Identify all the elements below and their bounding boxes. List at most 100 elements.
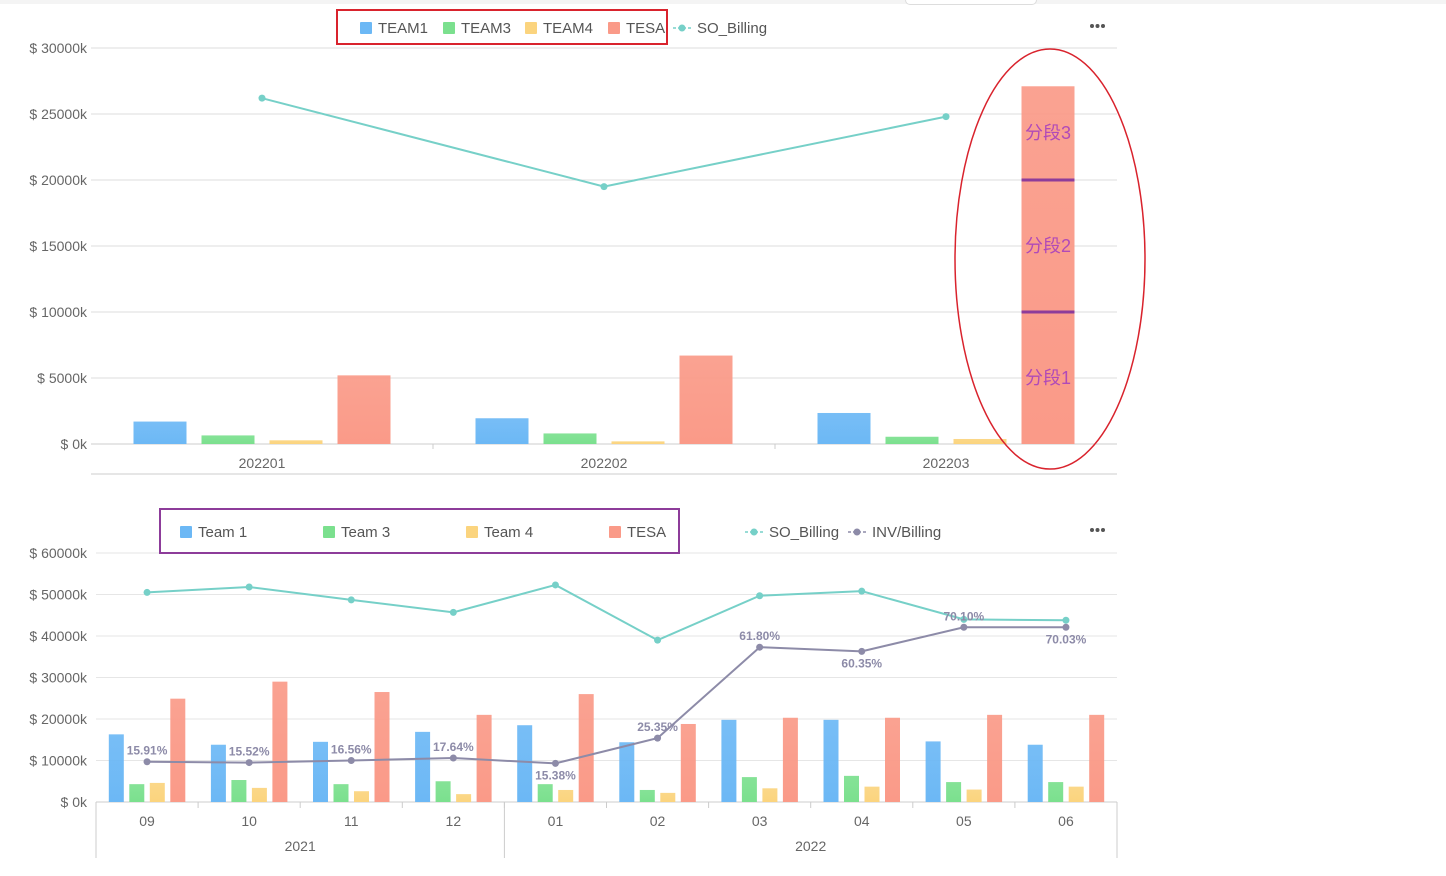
c2-bar-tesa-05[interactable] <box>987 714 1003 802</box>
c2-point-inv-billing-11[interactable] <box>347 757 355 764</box>
c2-point-so-billing-04[interactable] <box>858 587 866 595</box>
c2-bar-team3-01[interactable] <box>537 784 553 802</box>
c2-point-inv-billing-01[interactable] <box>551 759 559 767</box>
c2-bar-tesa-09[interactable] <box>170 698 186 802</box>
c2-bar-tesa-11[interactable] <box>374 692 390 802</box>
c1-bar-tesa-202202[interactable] <box>679 355 733 444</box>
c2-x-tick-label: 10 <box>241 813 257 829</box>
c1-legend-so-billing-swatch-dot[interactable] <box>678 24 686 32</box>
c1-bar-team4-202201[interactable] <box>269 440 323 444</box>
c1-point-so-billing-202201[interactable] <box>258 94 266 102</box>
c2-point-so-billing-02[interactable] <box>654 636 662 644</box>
c1-legend-team4-swatch[interactable] <box>525 22 537 34</box>
c2-bar-team3-10[interactable] <box>231 780 247 802</box>
c2-bar-tesa-01[interactable] <box>578 694 594 802</box>
c2-bar-team1-09[interactable] <box>108 734 124 802</box>
c2-bar-team3-04[interactable] <box>844 775 859 802</box>
c2-bar-team1-11[interactable] <box>313 741 328 802</box>
c2-bar-team4-06[interactable] <box>1068 786 1084 802</box>
c2-bar-team3-03[interactable] <box>741 777 757 802</box>
c2-bar-team3-09[interactable] <box>129 784 145 802</box>
c2-point-inv-billing-03[interactable] <box>756 643 764 651</box>
c2-bar-team1-04[interactable] <box>823 719 839 802</box>
c2-line-so-billing <box>146 583 1066 642</box>
c2-point-inv-billing-12[interactable] <box>449 754 457 762</box>
c2-point-so-billing-11[interactable] <box>347 596 355 604</box>
c2-point-so-billing-01[interactable] <box>551 581 559 589</box>
c2-point-so-billing-06[interactable] <box>1062 616 1070 624</box>
c2-bar-team4-01[interactable] <box>558 789 574 802</box>
c2-legend-so-billing-swatch-dot[interactable] <box>750 528 758 536</box>
c1-bar-team1-202203[interactable] <box>817 412 871 444</box>
c2-bar-team3-11[interactable] <box>333 784 349 802</box>
c2-bar-team3-02[interactable] <box>639 789 655 802</box>
c2-bar-team4-02[interactable] <box>660 792 676 802</box>
c2-bar-team4-05[interactable] <box>966 789 982 802</box>
c2-bar-team4-09[interactable] <box>149 782 165 802</box>
c2-y-tick-label: $ 0k <box>61 794 88 810</box>
c2-point-so-billing-10[interactable] <box>245 583 253 591</box>
c2-point-inv-billing-05[interactable] <box>960 623 968 631</box>
c2-bar-team1-01[interactable] <box>517 725 533 802</box>
c2-data-label-inv-billing: 15.38% <box>535 768 576 782</box>
c2-bar-tesa-03[interactable] <box>782 717 798 802</box>
c2-bar-team1-06[interactable] <box>1027 744 1043 802</box>
c2-more-dots-icon[interactable] <box>1095 528 1100 532</box>
c2-bar-tesa-06[interactable] <box>1089 714 1105 802</box>
c2-bar-team3-05[interactable] <box>946 782 962 802</box>
c2-point-inv-billing-04[interactable] <box>858 647 866 655</box>
c1-bar-team3-202201[interactable] <box>201 435 255 444</box>
c2-point-so-billing-03[interactable] <box>756 592 764 600</box>
c1-more-dots-icon[interactable] <box>1095 24 1100 28</box>
c2-bar-team4-11[interactable] <box>354 791 369 802</box>
c1-bar-team1-202201[interactable] <box>133 421 187 444</box>
c2-point-inv-billing-09[interactable] <box>143 758 151 766</box>
c2-legend-inv-billing-swatch-dot[interactable] <box>853 528 861 536</box>
c2-bar-team4-04[interactable] <box>864 786 880 802</box>
c1-bar-tesa-202203[interactable] <box>1021 86 1075 444</box>
c2-bar-team1-10[interactable] <box>210 744 226 802</box>
c2-bar-tesa-04[interactable] <box>885 717 900 802</box>
c2-bar-team1-03[interactable] <box>721 719 737 802</box>
c2-legend-team1-swatch[interactable] <box>180 526 192 538</box>
c2-legend-tesa-swatch[interactable] <box>609 526 621 538</box>
c2-point-so-billing-12[interactable] <box>449 608 457 616</box>
c1-point-so-billing-202203[interactable] <box>942 113 950 121</box>
c2-point-so-billing-05[interactable] <box>960 615 968 623</box>
c1-point-so-billing-202202[interactable] <box>600 183 608 191</box>
c2-bar-tesa-10[interactable] <box>272 681 288 802</box>
c2-bar-team3-06[interactable] <box>1048 782 1064 802</box>
c1-bar-team4-202203[interactable] <box>953 438 1007 444</box>
c2-bar-tesa-12[interactable] <box>476 714 492 802</box>
c2-more-dots-icon[interactable] <box>1090 528 1094 532</box>
c2-legend-team3-swatch[interactable] <box>323 526 335 538</box>
c1-legend-tesa-swatch[interactable] <box>608 22 620 34</box>
c2-bar-team3-12[interactable] <box>435 781 451 802</box>
c2-line-inv-billing <box>147 626 1066 765</box>
c2-x-tick-label: 04 <box>854 813 870 829</box>
c1-bar-tesa-202201[interactable] <box>337 375 391 444</box>
c2-bar-team1-02[interactable] <box>619 742 635 802</box>
c1-bar-team3-202203[interactable] <box>885 436 939 444</box>
c1-y-tick-label: $ 15000k <box>29 238 88 254</box>
c2-bar-tesa-02[interactable] <box>680 723 696 802</box>
c2-bar-team4-03[interactable] <box>762 788 778 802</box>
c2-bar-team1-05[interactable] <box>925 741 941 802</box>
c1-bar-team4-202202[interactable] <box>611 441 665 444</box>
c1-bar-team1-202202[interactable] <box>475 418 529 444</box>
c2-bar-team4-10[interactable] <box>251 787 267 802</box>
c2-legend-team4-swatch[interactable] <box>466 526 478 538</box>
c1-more-dots-icon[interactable] <box>1090 24 1094 28</box>
c2-bar-team1-12[interactable] <box>415 731 431 802</box>
c2-point-inv-billing-02[interactable] <box>654 734 662 742</box>
c1-legend-team1-swatch[interactable] <box>360 22 372 34</box>
c2-point-inv-billing-10[interactable] <box>245 759 253 767</box>
c2-more-dots-icon[interactable] <box>1101 528 1105 532</box>
c1-bar-team3-202202[interactable] <box>543 433 597 444</box>
c2-point-so-billing-09[interactable] <box>143 588 151 596</box>
c1-legend-team3-swatch[interactable] <box>443 22 455 34</box>
c2-bar-team4-12[interactable] <box>456 794 472 802</box>
c1-more-dots-icon[interactable] <box>1101 24 1105 28</box>
c2-point-inv-billing-06[interactable] <box>1062 623 1070 631</box>
